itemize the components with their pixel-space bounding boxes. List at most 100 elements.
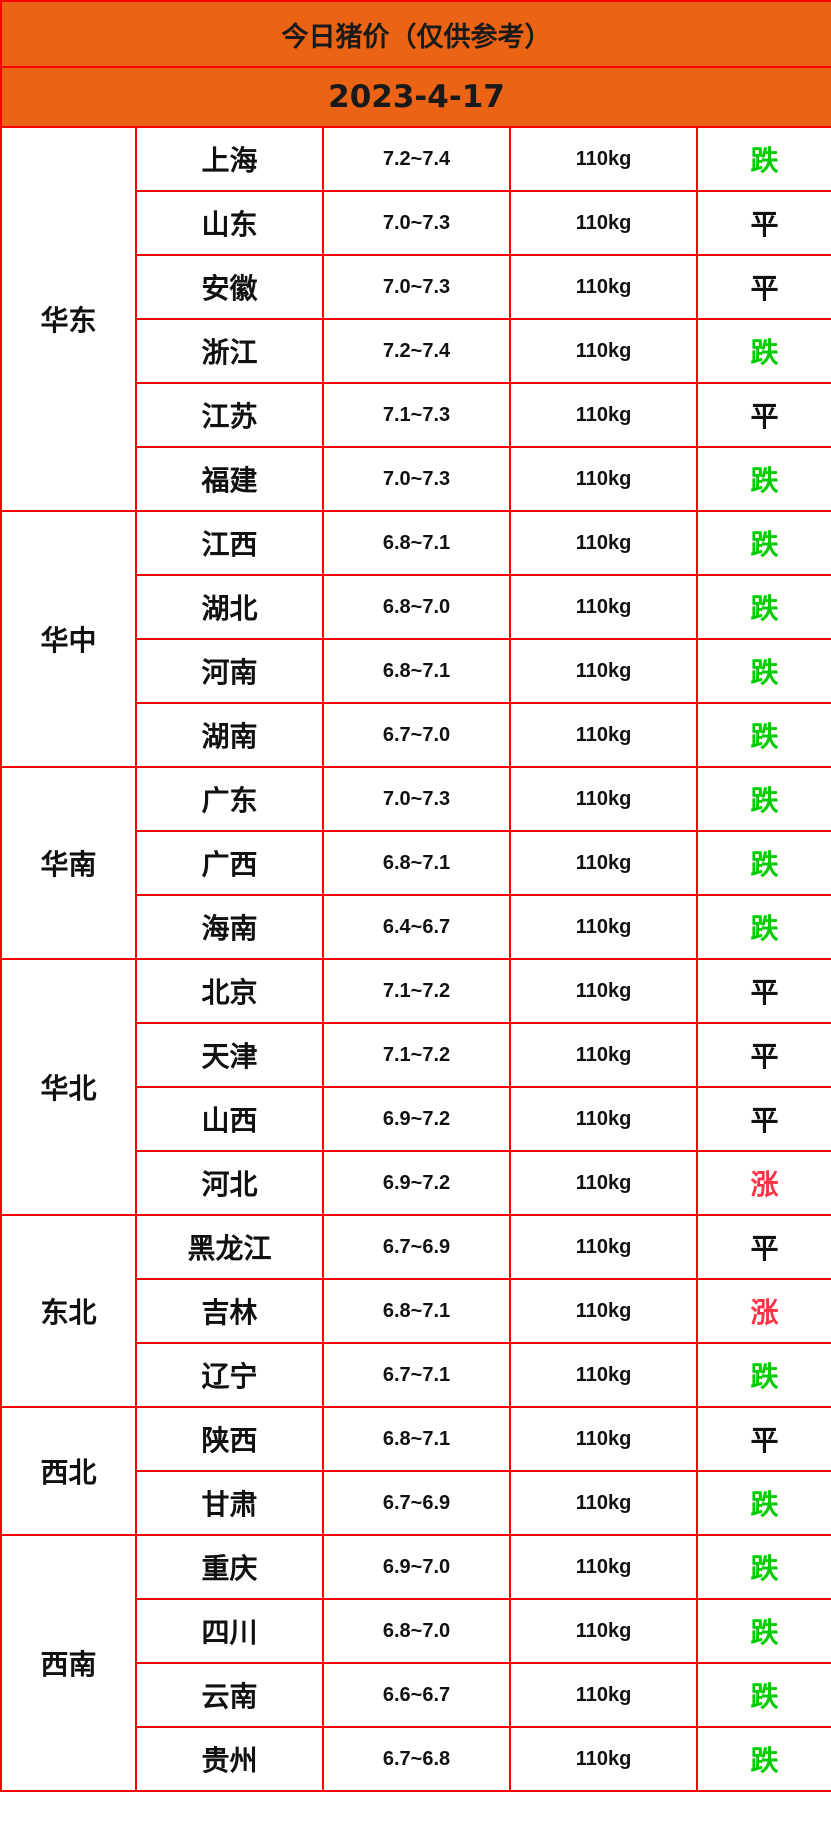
price-cell: 6.4~6.7	[322, 894, 511, 960]
table-row: 江苏 7.1~7.3 110kg 平	[1, 382, 831, 448]
price-cell: 7.2~7.4	[322, 318, 511, 384]
table-row: 四川 6.8~7.0 110kg 跌	[1, 1598, 831, 1664]
trend-cell: 跌	[695, 830, 831, 896]
province-cell: 福建	[135, 446, 324, 512]
weight-cell: 110kg	[509, 638, 698, 704]
price-cell: 7.0~7.3	[322, 766, 511, 832]
weight-cell: 110kg	[509, 382, 698, 448]
weight-cell: 110kg	[509, 574, 698, 640]
table-row: 河北 6.9~7.2 110kg 涨	[1, 1150, 831, 1216]
price-cell: 6.7~6.8	[322, 1726, 511, 1792]
province-cell: 湖南	[135, 702, 324, 768]
trend-cell: 跌	[695, 766, 831, 832]
trend-cell: 跌	[695, 1470, 831, 1536]
weight-cell: 110kg	[509, 766, 698, 832]
table-row: 广西 6.8~7.1 110kg 跌	[1, 830, 831, 896]
table-row: 东北 黑龙江 6.7~6.9 110kg 平	[0, 1214, 831, 1408]
price-cell: 7.1~7.2	[322, 1022, 511, 1088]
table-row: 河南 6.8~7.1 110kg 跌	[1, 638, 831, 704]
region-cell: 华北	[0, 958, 137, 1216]
province-cell: 重庆	[135, 1534, 324, 1600]
trend-cell: 跌	[695, 318, 831, 384]
table-date: 2023-4-17	[0, 66, 831, 128]
province-cell: 江苏	[135, 382, 324, 448]
trend-cell: 平	[695, 958, 831, 1024]
province-cell: 江西	[135, 510, 324, 576]
price-cell: 6.8~7.1	[322, 510, 511, 576]
trend-cell: 平	[695, 382, 831, 448]
price-cell: 6.7~7.0	[322, 702, 511, 768]
weight-cell: 110kg	[509, 702, 698, 768]
province-cell: 河南	[135, 638, 324, 704]
trend-cell: 跌	[695, 446, 831, 512]
table-row: 山东 7.0~7.3 110kg 平	[1, 190, 831, 256]
table-row: 华南 广东 7.0~7.3 110kg 跌	[0, 766, 831, 960]
trend-cell: 跌	[695, 1342, 831, 1408]
trend-cell: 跌	[695, 894, 831, 960]
table-title: 今日猪价（仅供参考）	[0, 0, 831, 68]
table-row: 湖南 6.7~7.0 110kg 跌	[1, 702, 831, 768]
province-cell: 甘肃	[135, 1470, 324, 1536]
trend-cell: 平	[695, 1214, 831, 1280]
province-cell: 陕西	[135, 1406, 324, 1472]
weight-cell: 110kg	[509, 1278, 698, 1344]
province-cell: 浙江	[135, 318, 324, 384]
table-row: 华北 北京 7.1~7.2 110kg 平	[0, 958, 831, 1216]
table-row: 华东 上海 7.2~7.4 110kg 跌	[0, 126, 831, 512]
trend-cell: 平	[695, 1086, 831, 1152]
trend-cell: 涨	[695, 1278, 831, 1344]
trend-cell: 平	[695, 190, 831, 256]
weight-cell: 110kg	[509, 1726, 698, 1792]
price-cell: 7.0~7.3	[322, 254, 511, 320]
trend-cell: 跌	[695, 1598, 831, 1664]
price-cell: 6.7~6.9	[322, 1470, 511, 1536]
province-cell: 天津	[135, 1022, 324, 1088]
province-cell: 黑龙江	[135, 1214, 324, 1280]
weight-cell: 110kg	[509, 446, 698, 512]
table-row: 山西 6.9~7.2 110kg 平	[1, 1086, 831, 1152]
price-cell: 6.6~6.7	[322, 1662, 511, 1728]
price-cell: 6.8~7.1	[322, 830, 511, 896]
price-cell: 6.9~7.0	[322, 1534, 511, 1600]
table-row: 贵州 6.7~6.8 110kg 跌	[1, 1726, 831, 1792]
table-row: 甘肃 6.7~6.9 110kg 跌	[1, 1470, 831, 1536]
table-row: 西北 陕西 6.8~7.1 110kg 平	[0, 1406, 831, 1536]
province-cell: 湖北	[135, 574, 324, 640]
table-row: 湖北 6.8~7.0 110kg 跌	[1, 574, 831, 640]
trend-cell: 跌	[695, 1662, 831, 1728]
trend-cell: 跌	[695, 638, 831, 704]
province-cell: 安徽	[135, 254, 324, 320]
province-cell: 贵州	[135, 1726, 324, 1792]
trend-cell: 跌	[695, 510, 831, 576]
price-cell: 7.2~7.4	[322, 126, 511, 192]
price-cell: 7.1~7.3	[322, 382, 511, 448]
weight-cell: 110kg	[509, 1406, 698, 1472]
province-cell: 北京	[135, 958, 324, 1024]
weight-cell: 110kg	[509, 510, 698, 576]
weight-cell: 110kg	[509, 958, 698, 1024]
table-row: 福建 7.0~7.3 110kg 跌	[1, 446, 831, 512]
trend-cell: 跌	[695, 1534, 831, 1600]
table-row: 海南 6.4~6.7 110kg 跌	[1, 894, 831, 960]
trend-cell: 跌	[695, 1726, 831, 1792]
price-cell: 6.7~7.1	[322, 1342, 511, 1408]
table-row: 浙江 7.2~7.4 110kg 跌	[1, 318, 831, 384]
province-cell: 辽宁	[135, 1342, 324, 1408]
province-cell: 海南	[135, 894, 324, 960]
province-cell: 云南	[135, 1662, 324, 1728]
weight-cell: 110kg	[509, 894, 698, 960]
price-cell: 6.9~7.2	[322, 1086, 511, 1152]
weight-cell: 110kg	[509, 190, 698, 256]
table-row: 云南 6.6~6.7 110kg 跌	[1, 1662, 831, 1728]
region-cell: 华南	[0, 766, 137, 960]
province-cell: 山东	[135, 190, 324, 256]
region-cell: 东北	[0, 1214, 137, 1408]
province-cell: 四川	[135, 1598, 324, 1664]
trend-cell: 平	[695, 1406, 831, 1472]
price-cell: 6.8~7.1	[322, 1278, 511, 1344]
province-cell: 广西	[135, 830, 324, 896]
price-cell: 6.8~7.0	[322, 574, 511, 640]
price-cell: 7.0~7.3	[322, 446, 511, 512]
trend-cell: 跌	[695, 574, 831, 640]
weight-cell: 110kg	[509, 1022, 698, 1088]
